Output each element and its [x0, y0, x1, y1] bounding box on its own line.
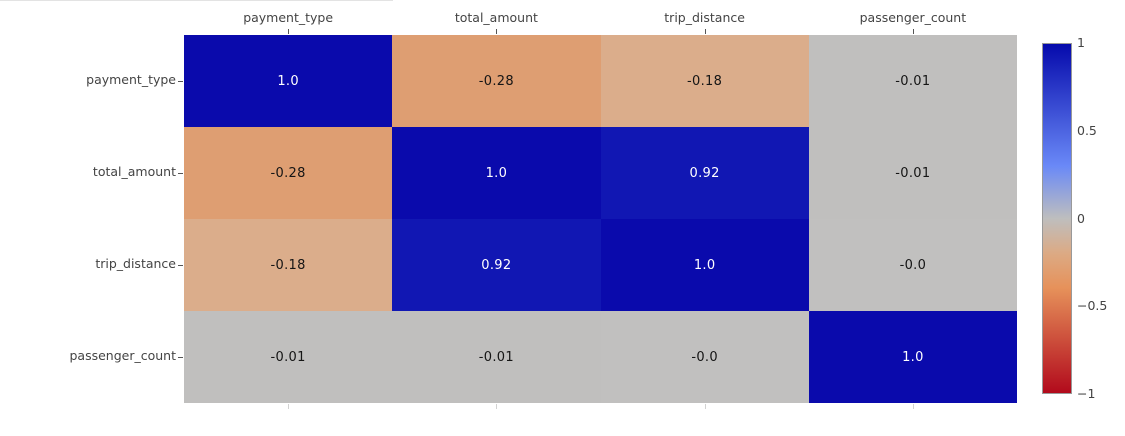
heatmap-cell: -0.0 [808, 219, 1017, 311]
y-axis-tick [178, 357, 183, 358]
heatmap-cell: 1.0 [392, 127, 601, 219]
heatmap-cell: -0.28 [392, 35, 601, 127]
heatmap-cell: 0.92 [392, 219, 601, 311]
x-axis-bottom-tick [912, 404, 914, 409]
heatmap-cell: -0.28 [184, 127, 393, 219]
heatmap-cell: 0.92 [600, 127, 809, 219]
heatmap-cell: -0.18 [184, 219, 393, 311]
x-axis-tick [912, 29, 914, 34]
heatmap-cell: -0.01 [184, 311, 393, 403]
y-axis-label: total_amount [92, 164, 176, 179]
x-axis-label: passenger_count [859, 10, 967, 25]
y-axis-label: passenger_count [69, 348, 176, 363]
x-axis-label: payment_type [243, 10, 334, 25]
heatmap-cell: -0.01 [808, 35, 1017, 127]
heatmap-cell: -0.0 [600, 311, 809, 403]
y-axis-label: payment_type [86, 72, 176, 87]
y-axis-tick [178, 81, 183, 82]
x-axis-label: trip_distance [664, 10, 745, 25]
heatmap-cell: 1.0 [600, 219, 809, 311]
heatmap-cell: 1.0 [184, 35, 393, 127]
colorbar-tick-label: 0.5 [1077, 122, 1097, 138]
heatmap-cell: -0.01 [808, 127, 1017, 219]
y-axis-tick [178, 173, 183, 174]
x-axis-tick [704, 29, 706, 34]
colorbar-gradient [1042, 43, 1072, 394]
y-axis-tick [178, 265, 183, 266]
x-axis-label: total_amount [454, 10, 538, 25]
heatmap-cell: -0.18 [600, 35, 809, 127]
heatmap-cell: -0.01 [392, 311, 601, 403]
y-axis-label: trip_distance [95, 256, 176, 271]
x-axis-bottom-tick [496, 404, 498, 409]
heatmap-grid: 1.0 -0.28 -0.18 -0.01 -0.28 1.0 0.92 -0.01 -0.18… [184, 35, 1017, 403]
x-axis-tick [288, 29, 290, 34]
x-axis-tick [496, 29, 498, 34]
colorbar-tick-label: 1 [1077, 35, 1085, 50]
colorbar-tick-label: 0 [1077, 210, 1085, 226]
colorbar-tick-label: −1 [1077, 386, 1096, 401]
colorbar-tick-label: −0.5 [1077, 298, 1108, 314]
top-left-divider [0, 0, 393, 1]
heatmap-cell: 1.0 [808, 311, 1017, 403]
x-axis-bottom-tick [288, 404, 290, 409]
x-axis-bottom-tick [704, 404, 706, 409]
